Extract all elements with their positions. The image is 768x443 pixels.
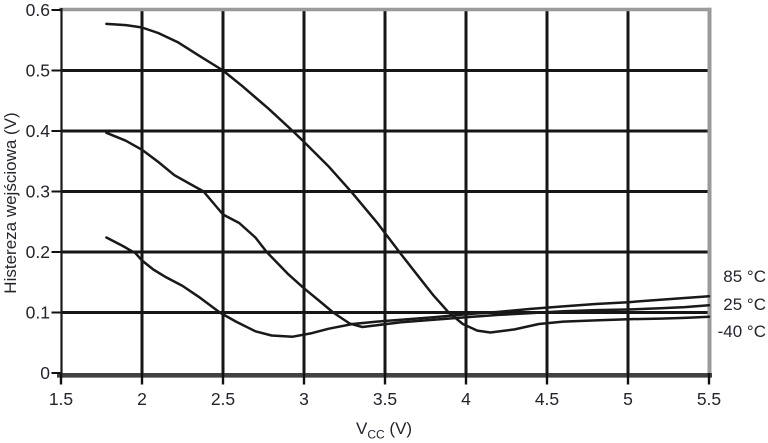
legend: 85 °C 25 °C -40 °C: [686, 263, 766, 346]
legend-item-25c: 25 °C: [723, 294, 766, 314]
y-tick-label: 0.6: [26, 0, 50, 20]
x-tick-label: 3: [299, 389, 309, 409]
x-tick-label: 5: [623, 389, 633, 409]
legend-item-minus40c: -40 °C: [717, 322, 766, 342]
x-axis-title-unit: (V): [384, 419, 413, 438]
y-tick-label: 0.2: [26, 242, 50, 262]
x-tick-label: 4.5: [535, 389, 559, 409]
x-tick-label: 4: [461, 389, 471, 409]
y-tick-label: 0.4: [26, 121, 51, 141]
curve-85c: [105, 236, 711, 338]
y-tick-label: 0: [40, 363, 50, 383]
y-tick-label: 0.1: [26, 303, 50, 323]
y-axis-title: Histereza wejściowa (V): [1, 112, 20, 294]
x-tick-label: 1.5: [49, 389, 73, 409]
x-axis-title-symbol: V: [356, 419, 368, 438]
curve-25c: [105, 131, 711, 329]
y-tick-label: 0.3: [26, 182, 50, 202]
x-axis-title-subscript: CC: [367, 427, 385, 442]
x-tick-label: 2.5: [211, 389, 235, 409]
curve--40c: [105, 22, 711, 334]
x-axis-title: VCC (V): [356, 419, 413, 442]
y-tick-label: 0.5: [26, 61, 50, 81]
x-tick-label: 2: [137, 389, 147, 409]
legend-item-85c: 85 °C: [723, 267, 766, 286]
x-tick-label: 5.5: [697, 389, 721, 409]
x-tick-label: 3.5: [373, 389, 397, 409]
